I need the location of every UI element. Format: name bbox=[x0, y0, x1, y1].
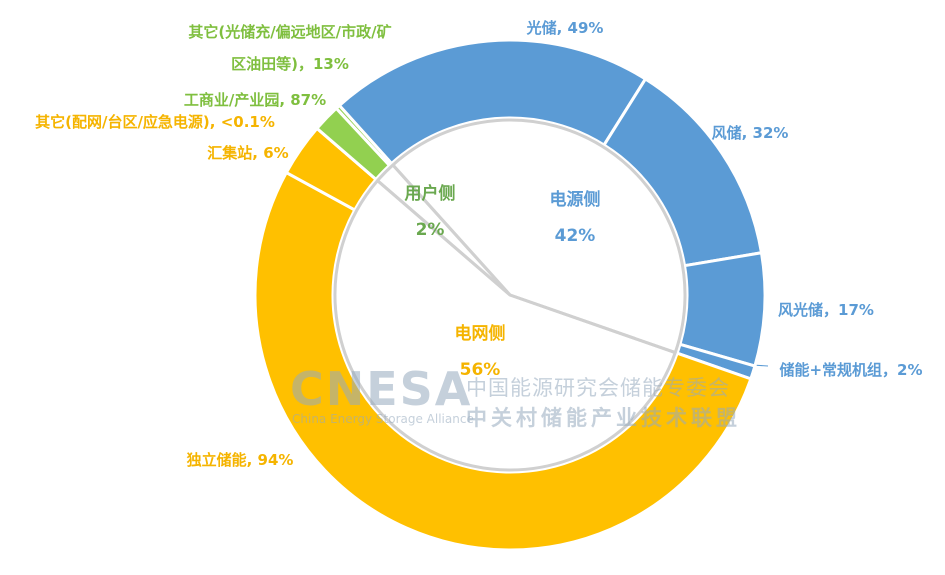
segment-label: 独立储能, 94% bbox=[186, 451, 294, 469]
segment-label: 汇集站, 6% bbox=[207, 144, 289, 162]
watermark-logo: CNESA bbox=[290, 362, 473, 416]
watermark-line: 中国能源研究会储能专委会 bbox=[466, 376, 730, 400]
inner-wedge bbox=[375, 162, 512, 297]
group-name: 电网侧 bbox=[454, 324, 506, 344]
watermark-subtitle: China Energy Storage Alliance bbox=[292, 412, 474, 426]
inner-wedge bbox=[390, 118, 687, 355]
group-name: 用户侧 bbox=[404, 184, 456, 204]
group-value: 2% bbox=[415, 220, 445, 240]
watermark-line: 中关村储能产业技术联盟 bbox=[466, 406, 741, 430]
group-value: 42% bbox=[554, 226, 596, 246]
segment-label: 工商业/产业园, 87% bbox=[183, 91, 327, 109]
ring-segment bbox=[253, 170, 753, 552]
segment-label: 储能+常规机组，2% bbox=[779, 361, 923, 379]
inner-wedge bbox=[333, 178, 678, 472]
segment-label: 风储, 32% bbox=[711, 124, 789, 142]
segment-label: 风光储，17% bbox=[778, 301, 874, 319]
segment-label: 光储, 49% bbox=[526, 19, 604, 37]
ring-segment bbox=[334, 103, 394, 168]
group-value: 56% bbox=[459, 360, 501, 380]
segment-label: 其它(配网/台区/应急电源), <0.1% bbox=[35, 113, 275, 131]
ring-segment bbox=[601, 76, 764, 268]
group-name: 电源侧 bbox=[549, 190, 601, 210]
segment-label: 其它(光储充/偏远地区/市政/矿区油田等)，13% bbox=[188, 23, 392, 73]
